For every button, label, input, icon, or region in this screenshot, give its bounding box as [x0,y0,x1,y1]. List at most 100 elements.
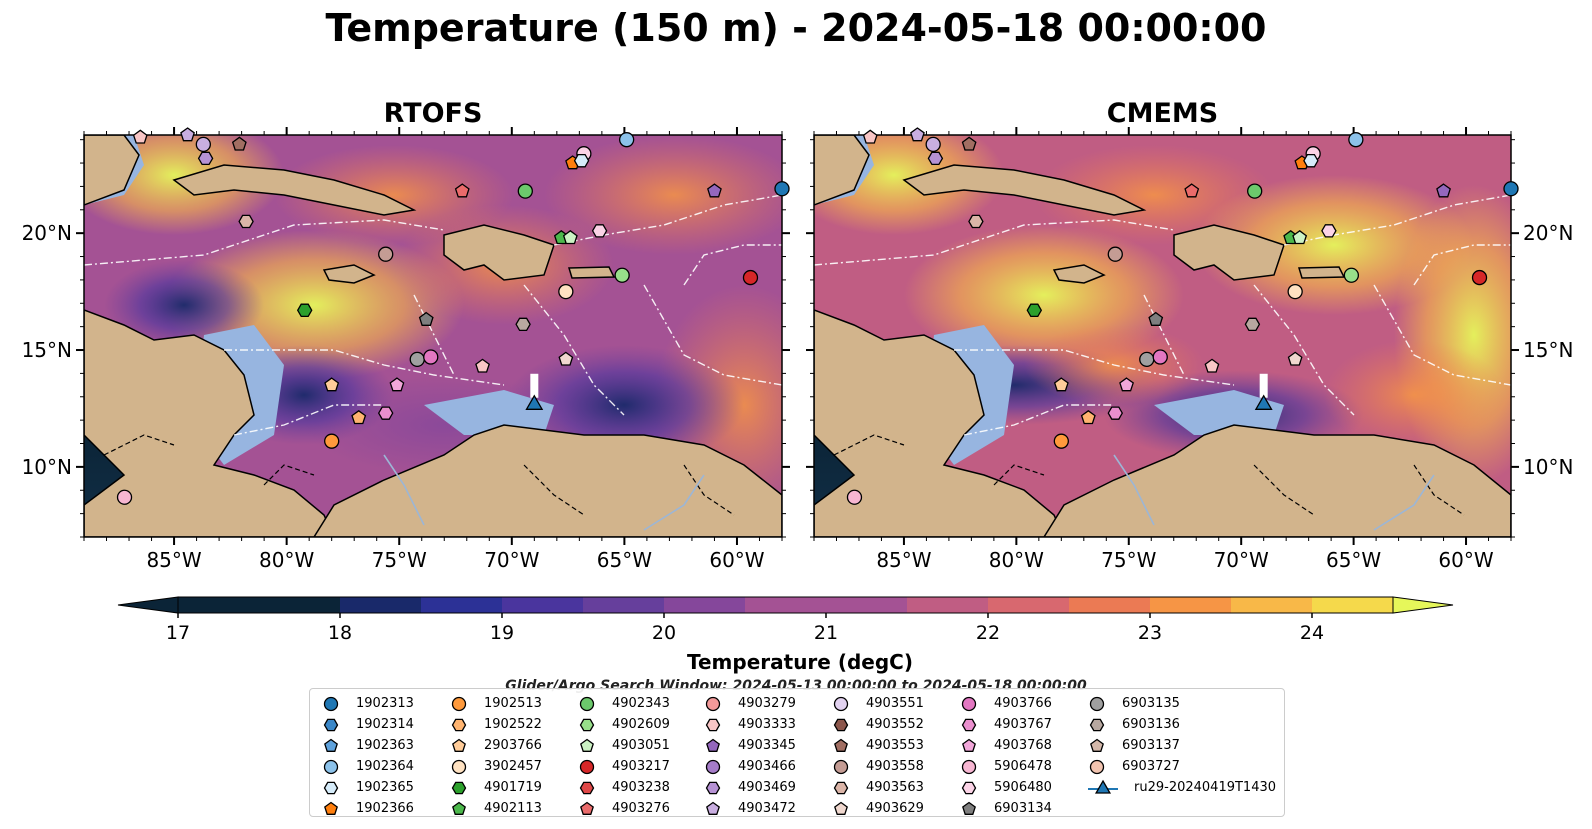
float-marker [618,132,635,148]
legend-marker-icon [323,718,339,731]
legend-label: 4903469 [738,780,796,795]
legend-label: 4903217 [612,759,670,774]
legend-label: 5906480 [994,780,1052,795]
legend-shape [580,801,594,815]
legend-shape [962,801,976,815]
legend-marker-icon [580,801,594,815]
legend-shape [961,718,977,731]
colorbar-segment [664,597,746,613]
legend-label: 1902522 [484,717,542,732]
legend-label: 4903051 [612,738,670,753]
legend-item: 1902363 [322,735,414,756]
float-marker [614,267,630,283]
legend-marker-icon [961,718,977,731]
legend-marker-icon [1088,779,1118,794]
legend-marker-icon [452,801,466,815]
float-marker [1471,269,1488,286]
lon-tick-label: 70°W [484,548,539,572]
legend-label: 4903551 [866,696,924,711]
figure-title: Temperature (150 m) - 2024-05-18 00:00:0… [325,6,1267,50]
float-marker [1053,433,1069,449]
float-marker [968,214,984,229]
float-marker [558,283,574,300]
lon-tick-label: 80°W [259,548,314,572]
legend-shape [579,718,595,731]
legend-shape [452,738,466,752]
legend-marker-icon [323,759,339,774]
float-marker [591,224,608,238]
legend-label: 1902313 [356,696,414,711]
panel-title-cmems: CMEMS [1106,98,1219,129]
colorbar-tick-label: 22 [976,622,1000,644]
legend-marker-icon [1090,738,1104,752]
legend-label: 2903766 [484,738,542,753]
float-marker [351,410,367,425]
legend-triangle [1094,779,1112,794]
legend-item: 4903238 [578,777,670,798]
legend-item: 4903217 [578,756,670,777]
legend-item: 4903552 [832,714,924,735]
legend-item: 3902457 [450,756,542,777]
legend-marker-icon [324,801,338,815]
legend-item: 1902366 [322,798,414,819]
legend-label: 4903276 [612,801,670,816]
legend-shape [451,781,467,794]
legend-label: 4903552 [866,717,924,732]
legend: 1902313 1902314 1902363 1902364 1902365 19023… [309,688,1285,817]
legend-marker-icon [451,696,467,711]
legend-label: ru29-20240419T1430 [1134,780,1277,795]
legend-label: 6903137 [1122,738,1180,753]
legend-label: 4903768 [994,738,1052,753]
legend-marker-icon [961,781,977,794]
legend-shape [705,781,721,794]
colorbar-tick-label: 21 [814,622,838,644]
float-marker [324,433,340,449]
legend-shape [833,759,849,774]
legend-marker-icon [1089,718,1105,731]
legend-item: 1902313 [322,693,414,714]
float-marker [1343,267,1360,283]
legend-shape [833,781,849,794]
legend-shape [452,801,466,815]
legend-column: 4903551 4903552 4903553 4903558 4903563 49036… [832,693,924,819]
lon-tick-label: 70°W [1214,548,1269,572]
float-marker [862,129,878,144]
legend-marker-icon [579,759,595,774]
float-marker [418,311,434,326]
legend-item: 4903629 [832,798,924,819]
float-marker [1148,311,1164,326]
float-marker [378,246,394,262]
float-marker [180,127,195,142]
legend-item: 4903279 [704,693,796,714]
legend-shape [1089,718,1105,731]
float-marker [1119,377,1134,392]
cmems-frame [813,134,1512,538]
colorbar-segment [583,597,665,613]
float-marker [197,151,214,166]
legend-shape [451,759,467,774]
legend-item: 4903466 [704,756,796,777]
legend-marker-icon [451,759,467,774]
legend-marker-icon [706,738,720,752]
legend-item: 4903767 [960,714,1052,735]
legend-marker-icon [706,801,720,815]
legend-column: 4903279 4903333 4903345 4903466 4903469 49034… [704,693,796,819]
legend-item: 4903768 [960,735,1052,756]
colorbar-extend-high [1392,596,1454,614]
float-marker [116,489,133,505]
legend-column: 4903766 4903767 4903768 5906478 5906480 69031… [960,693,1052,819]
cmems-map [814,135,1511,537]
legend-label: 4903629 [866,801,924,816]
legend-marker-icon [705,759,721,774]
lat-tick-label: 15°N [22,338,72,362]
float-marker [423,349,439,365]
legend-shape [705,759,721,774]
colorbar-segment [1231,597,1313,613]
legend-label: 3902457 [484,759,542,774]
float-markers [116,127,1519,505]
lon-tick-label: 65°W [1326,548,1381,572]
float-marker [925,136,941,152]
float-marker [475,358,490,373]
legend-label: 4903558 [866,759,924,774]
float-marker [1321,224,1337,238]
